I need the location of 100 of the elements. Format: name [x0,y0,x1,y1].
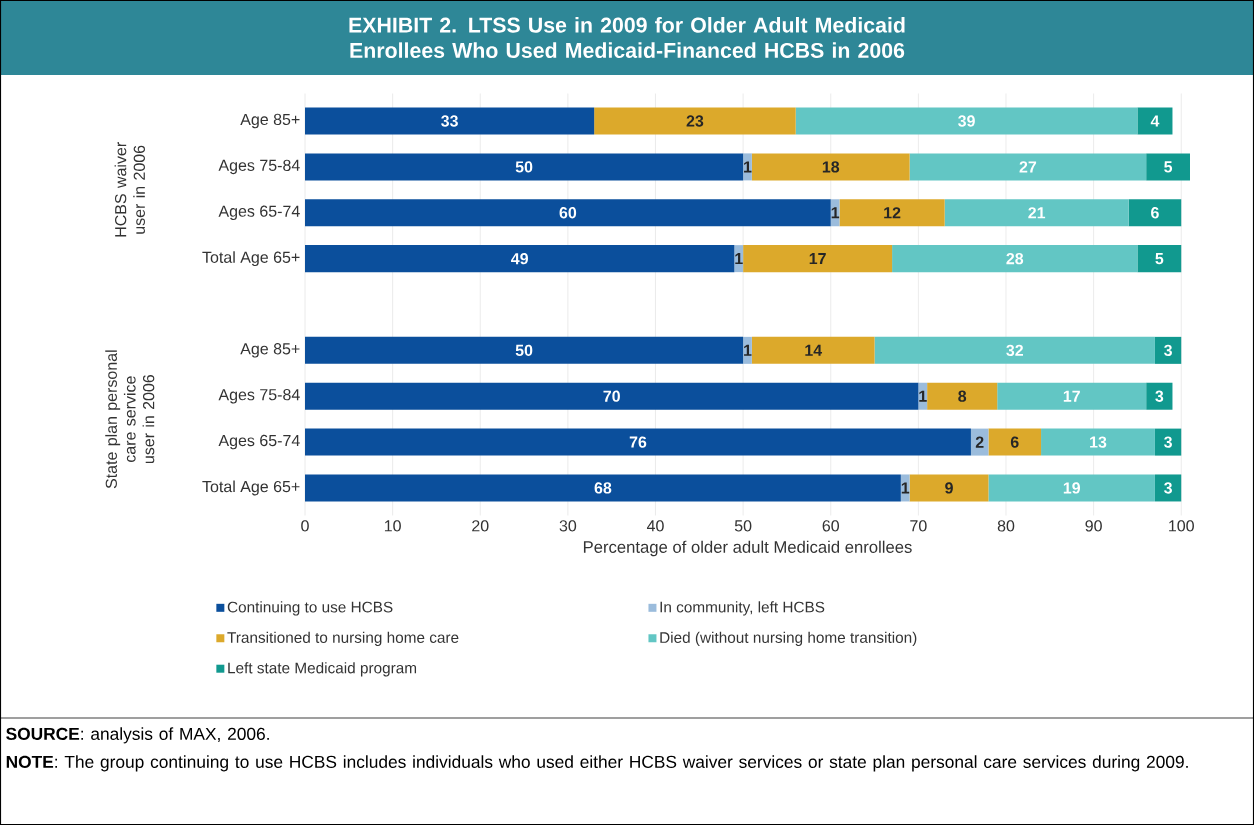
bar [743,245,893,273]
text: State plan personal care service user in 2006 [105,350,155,489]
bar [1154,336,1182,364]
data-label: 28 [1006,252,1024,265]
data-label: 13 [1090,436,1107,448]
x-tick-label: 10 [384,520,401,532]
x-tick-label: 20 [472,520,489,532]
data-label: 3 [1164,436,1172,448]
data-label: 1 [735,253,743,265]
data-label: 70 [603,390,620,402]
bar [305,199,831,227]
bar [927,382,998,410]
data-label: 12 [884,207,901,219]
y-tick-label: Age 85+ [240,343,300,358]
chart-title: EXHIBIT 2. LTSS Use in 2009 for Older Adult Medicaid Enrollees Who Used Medicaid-Financed HCBS in 2006 [349,17,905,58]
bar [305,153,744,181]
x-tick-label: 80 [997,520,1015,532]
data-label: 1 [744,161,752,173]
x-tick-label: 60 [822,520,840,532]
bar [988,428,1042,456]
data-label: 1 [831,207,840,219]
data-label: 18 [822,161,840,173]
x-tick-label: 90 [1085,520,1102,532]
bar [594,107,796,135]
y-tick-label: Ages 75-84 [218,159,300,175]
bar [305,428,971,456]
data-label: 23 [686,115,704,127]
data-label: 14 [805,344,823,356]
bar [305,245,735,273]
bar [874,336,1155,364]
y-tick-label: Total Age 65+ [202,480,300,496]
x-tick-label: 50 [734,520,752,532]
y-tick-label: Ages 75-84 [218,388,300,404]
bar [1154,474,1182,502]
data-label: 4 [1150,115,1160,127]
bar [1128,199,1182,227]
data-label: 2 [975,436,984,448]
bar [839,199,945,227]
text: HCBS waiver user in 2006 [114,142,145,237]
data-label: 1 [901,482,910,494]
data-label: 1 [744,344,752,356]
text: SOURCE: analysis of MAX, 2006. [6,727,269,744]
y-tick-label: Ages 65-74 [218,205,300,221]
data-label: 8 [958,390,967,402]
bar [1137,245,1182,273]
bar [1146,382,1173,410]
bar [305,382,919,410]
data-label: 19 [1063,482,1081,494]
data-label: 76 [629,436,647,448]
x-axis-title: Percentage of older adult Medicaid enrollees [583,540,912,557]
bar [988,474,1155,502]
text: NOTE: The group continuing to use HCBS includes individuals who used either HCBS waiver services or state plan personal care services during 2009. [6,755,1188,772]
x-tick-label: 70 [910,520,927,532]
legend-label: In community, left HCBS [660,601,825,616]
bar [1146,153,1190,181]
bar [909,474,989,502]
legend-label: Transitioned to nursing home care [227,631,459,646]
bar [997,382,1147,410]
data-label: 9 [945,482,953,494]
data-label: 3 [1155,390,1164,402]
bar [944,199,1129,227]
data-label: 49 [511,252,528,265]
data-label: 6 [1151,207,1159,219]
x-tick-label: 30 [559,520,577,532]
y-tick-label: Age 85+ [240,113,300,129]
bar [1137,107,1173,135]
bar [909,153,1147,181]
legend-label: Left state Medicaid program [228,662,417,677]
x-tick-label: 40 [646,520,664,532]
legend-label: Died (without nursing home transition) [660,631,917,646]
data-label: 60 [559,207,577,219]
data-label: 50 [515,344,533,357]
y-tick-label: Ages 65-74 [218,434,300,450]
data-label: 5 [1164,161,1173,173]
bar [892,245,1138,273]
bar [1154,428,1182,456]
bar [305,107,595,135]
bar [795,107,1138,135]
data-label: 1 [919,390,927,402]
data-label: 68 [594,482,612,494]
data-label: 21 [1028,207,1046,219]
data-label: 33 [441,115,458,127]
bar [305,336,744,364]
data-label: 17 [1063,390,1080,402]
bar [1041,428,1155,456]
x-tick-label: 100 [1169,520,1194,532]
data-label: 5 [1155,253,1164,265]
data-label: 27 [1019,161,1037,173]
data-label: 32 [1006,344,1024,357]
bar [305,474,901,502]
legend-label: Continuing to use HCBS [227,601,393,616]
x-tick-label: 0 [301,520,309,532]
bar [751,336,875,364]
data-label: 6 [1010,436,1019,448]
data-label: 3 [1164,482,1172,494]
y-tick-label: Total Age 65+ [202,251,300,267]
data-label: 17 [809,253,826,265]
data-label: 50 [515,161,533,173]
data-label: 3 [1164,344,1172,357]
bar [751,153,910,181]
